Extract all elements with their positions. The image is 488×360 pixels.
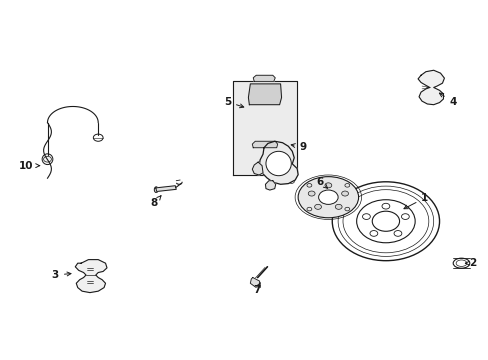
Text: 1: 1 xyxy=(403,193,427,209)
Ellipse shape xyxy=(298,177,358,218)
Text: 8: 8 xyxy=(150,196,161,208)
Ellipse shape xyxy=(154,187,158,193)
Text: 2: 2 xyxy=(465,258,475,268)
Polygon shape xyxy=(253,75,275,81)
Text: 4: 4 xyxy=(439,93,456,107)
Text: 6: 6 xyxy=(316,177,327,188)
Circle shape xyxy=(341,191,348,196)
Polygon shape xyxy=(156,186,176,192)
Polygon shape xyxy=(233,81,296,175)
Polygon shape xyxy=(252,141,277,148)
Polygon shape xyxy=(75,260,107,293)
Text: 3: 3 xyxy=(52,270,71,280)
Text: 10: 10 xyxy=(19,161,40,171)
Circle shape xyxy=(335,204,342,209)
Polygon shape xyxy=(250,278,259,287)
Polygon shape xyxy=(248,84,281,105)
Circle shape xyxy=(318,190,337,204)
Circle shape xyxy=(314,204,321,209)
Polygon shape xyxy=(265,181,275,190)
Ellipse shape xyxy=(265,151,291,176)
Circle shape xyxy=(325,183,331,188)
Ellipse shape xyxy=(42,154,53,165)
Polygon shape xyxy=(259,141,298,184)
Text: 5: 5 xyxy=(224,97,243,108)
Polygon shape xyxy=(252,162,263,175)
Text: 9: 9 xyxy=(291,142,306,152)
Polygon shape xyxy=(417,70,444,105)
Circle shape xyxy=(307,191,314,196)
Text: 7: 7 xyxy=(252,283,260,296)
